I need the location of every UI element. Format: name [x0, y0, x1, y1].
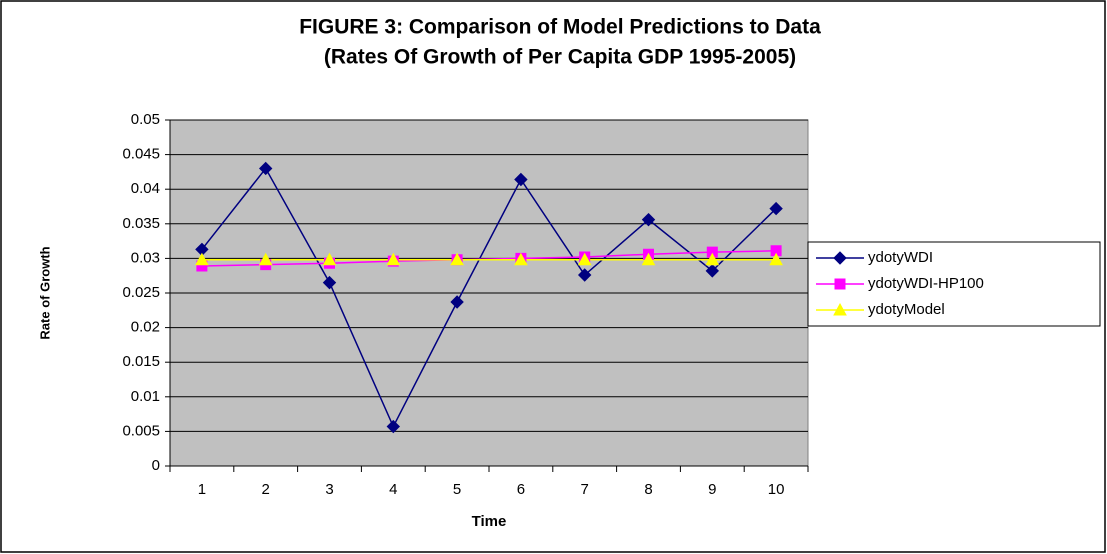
- x-tick-label: 6: [517, 481, 525, 498]
- series-line: [201, 167, 777, 429]
- marker: [322, 252, 337, 266]
- marker: [322, 275, 337, 290]
- y-tick-label: 0.04: [131, 180, 160, 197]
- chart-subtitle: (Rates Of Growth of Per Capita GDP 1995-…: [324, 46, 796, 69]
- y-tick-label: 0.045: [122, 146, 160, 163]
- marker: [641, 212, 656, 227]
- y-tick-label: 0.005: [122, 422, 160, 439]
- chart-title: FIGURE 3: Comparison of Model Prediction…: [299, 16, 821, 39]
- marker: [833, 302, 847, 316]
- marker: [514, 252, 528, 266]
- x-tick-label: 7: [581, 481, 589, 498]
- legend-label: ydotyModel: [868, 301, 945, 318]
- y-axis-label: Rate of Growth: [37, 246, 52, 339]
- y-tick-label: 0.025: [122, 284, 160, 301]
- x-tick-label: 4: [389, 481, 397, 498]
- marker: [450, 295, 464, 309]
- x-tick-label: 8: [644, 481, 652, 498]
- x-tick-label: 10: [768, 481, 785, 498]
- marker: [195, 252, 209, 266]
- marker: [770, 245, 782, 257]
- marker: [386, 252, 401, 266]
- y-tick-label: 0.05: [131, 111, 160, 128]
- marker: [577, 268, 592, 282]
- x-axis-label: Time: [472, 513, 507, 530]
- y-tick-label: 0.03: [131, 249, 160, 266]
- x-tick-label: 3: [325, 481, 333, 498]
- x-tick-label: 2: [262, 481, 270, 498]
- marker: [833, 251, 847, 265]
- marker: [258, 161, 273, 176]
- y-tick-label: 0.01: [131, 388, 160, 405]
- marker: [706, 246, 718, 258]
- marker: [386, 419, 401, 434]
- marker: [641, 252, 656, 266]
- y-tick-label: 0.015: [122, 353, 160, 370]
- marker: [705, 264, 720, 278]
- marker: [705, 252, 720, 266]
- marker: [577, 252, 592, 266]
- legend-label: ydotyWDI: [868, 249, 933, 266]
- x-tick-label: 9: [708, 481, 716, 498]
- marker: [769, 201, 783, 216]
- y-tick-label: 0: [152, 457, 160, 474]
- marker: [258, 252, 273, 266]
- marker: [834, 278, 846, 290]
- legend-label: ydotyWDI-HP100: [868, 275, 984, 292]
- x-tick-label: 5: [453, 481, 461, 498]
- x-tick-label: 1: [198, 481, 206, 498]
- y-tick-label: 0.035: [122, 215, 160, 232]
- marker: [769, 252, 783, 266]
- y-tick-label: 0.02: [131, 319, 160, 336]
- marker: [450, 252, 464, 266]
- marker: [514, 172, 528, 187]
